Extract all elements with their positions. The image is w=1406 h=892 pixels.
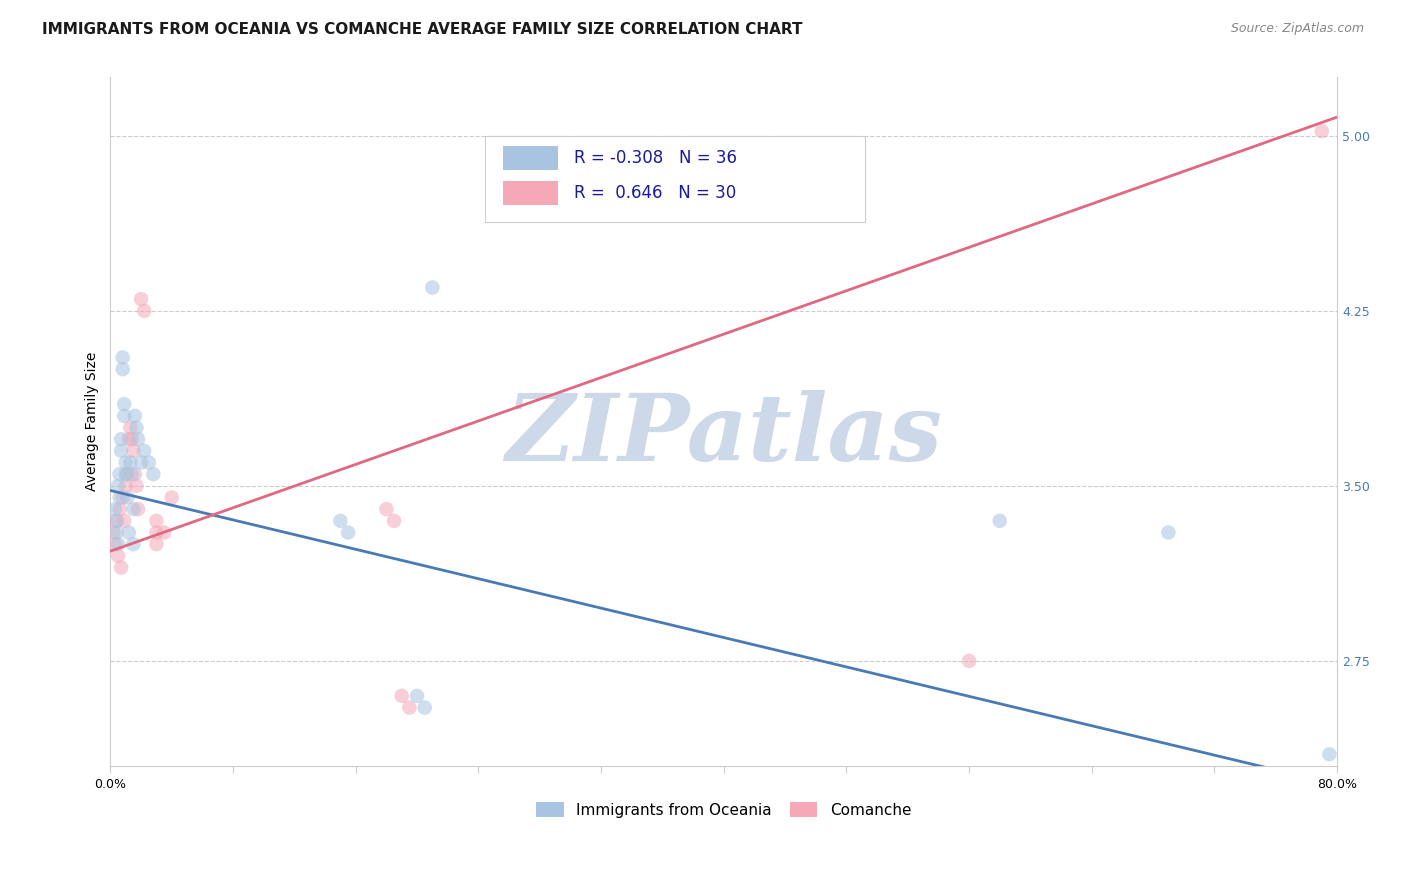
Point bbox=[118, 432, 141, 446]
Text: Source: ZipAtlas.com: Source: ZipAtlas.com bbox=[1230, 22, 1364, 36]
Point bbox=[124, 467, 146, 482]
Text: R = -0.308   N = 36: R = -0.308 N = 36 bbox=[574, 149, 737, 167]
Point bbox=[107, 479, 129, 493]
Point bbox=[422, 280, 444, 294]
Point bbox=[114, 467, 136, 482]
Point bbox=[105, 514, 128, 528]
Point bbox=[112, 397, 135, 411]
Point bbox=[104, 537, 127, 551]
Text: R =  0.646   N = 30: R = 0.646 N = 30 bbox=[574, 184, 737, 202]
Point bbox=[105, 525, 128, 540]
Point bbox=[406, 689, 429, 703]
Legend: Immigrants from Oceania, Comanche: Immigrants from Oceania, Comanche bbox=[530, 796, 917, 823]
Point bbox=[988, 514, 1011, 528]
Point bbox=[1157, 525, 1180, 540]
Point bbox=[107, 549, 129, 563]
Point bbox=[153, 525, 176, 540]
Point bbox=[413, 700, 436, 714]
Point bbox=[104, 502, 127, 516]
Point bbox=[382, 514, 405, 528]
Point bbox=[110, 443, 132, 458]
Text: ZIPatlas: ZIPatlas bbox=[505, 391, 942, 481]
Point bbox=[120, 420, 142, 434]
Point bbox=[329, 514, 352, 528]
Point bbox=[124, 409, 146, 423]
Y-axis label: Average Family Size: Average Family Size bbox=[86, 352, 100, 491]
Point bbox=[127, 502, 149, 516]
Point bbox=[110, 432, 132, 446]
Point bbox=[105, 514, 128, 528]
Point bbox=[108, 491, 131, 505]
Point bbox=[1319, 747, 1341, 762]
Bar bbox=[503, 146, 558, 170]
Point bbox=[121, 467, 143, 482]
Point bbox=[129, 455, 152, 469]
Text: IMMIGRANTS FROM OCEANIA VS COMANCHE AVERAGE FAMILY SIZE CORRELATION CHART: IMMIGRANTS FROM OCEANIA VS COMANCHE AVER… bbox=[42, 22, 803, 37]
Point bbox=[110, 560, 132, 574]
Point bbox=[142, 467, 165, 482]
Point bbox=[108, 467, 131, 482]
Point bbox=[375, 502, 398, 516]
Point bbox=[111, 491, 134, 505]
Point bbox=[391, 689, 413, 703]
Point bbox=[145, 525, 167, 540]
Point bbox=[160, 491, 183, 505]
Point bbox=[122, 443, 145, 458]
Point bbox=[122, 537, 145, 551]
Point bbox=[121, 432, 143, 446]
Point bbox=[114, 455, 136, 469]
Point bbox=[112, 514, 135, 528]
Point bbox=[1310, 124, 1333, 138]
Point bbox=[134, 443, 156, 458]
Point bbox=[114, 479, 136, 493]
Point bbox=[112, 409, 135, 423]
Point bbox=[125, 479, 148, 493]
Point bbox=[118, 525, 141, 540]
Point bbox=[129, 292, 152, 306]
Point bbox=[117, 491, 139, 505]
Point bbox=[122, 502, 145, 516]
Point bbox=[111, 362, 134, 376]
Point bbox=[125, 420, 148, 434]
Point bbox=[337, 525, 360, 540]
Bar bbox=[503, 181, 558, 205]
Point bbox=[117, 467, 139, 482]
Point bbox=[103, 525, 125, 540]
Point bbox=[145, 537, 167, 551]
Point bbox=[127, 432, 149, 446]
Point bbox=[957, 654, 980, 668]
FancyBboxPatch shape bbox=[485, 136, 865, 222]
Point bbox=[111, 351, 134, 365]
Point bbox=[107, 537, 129, 551]
Point bbox=[138, 455, 160, 469]
Point bbox=[134, 303, 156, 318]
Point bbox=[120, 455, 142, 469]
Point bbox=[398, 700, 420, 714]
Point bbox=[145, 514, 167, 528]
Point bbox=[108, 502, 131, 516]
